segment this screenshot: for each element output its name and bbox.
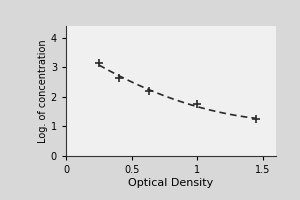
Y-axis label: Log. of concentration: Log. of concentration bbox=[38, 39, 48, 143]
X-axis label: Optical Density: Optical Density bbox=[128, 178, 214, 188]
